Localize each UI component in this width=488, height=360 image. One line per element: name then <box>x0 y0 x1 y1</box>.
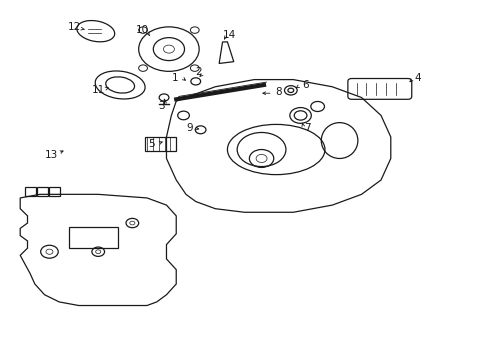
Text: 12: 12 <box>68 22 81 32</box>
Text: 4: 4 <box>413 73 420 83</box>
Text: 11: 11 <box>91 85 104 95</box>
Bar <box>25 187 36 196</box>
Text: 14: 14 <box>223 30 236 40</box>
Text: 2: 2 <box>194 67 201 77</box>
Bar <box>69 226 118 248</box>
Text: 6: 6 <box>302 80 308 90</box>
Bar <box>37 187 48 196</box>
Bar <box>144 137 176 150</box>
Text: 3: 3 <box>158 102 164 112</box>
Text: 8: 8 <box>275 87 282 97</box>
Text: 13: 13 <box>45 150 59 160</box>
Text: 10: 10 <box>135 25 148 35</box>
Bar <box>49 187 60 196</box>
Text: 1: 1 <box>172 73 178 83</box>
Text: 5: 5 <box>148 139 155 149</box>
Text: 9: 9 <box>186 123 193 133</box>
Text: 7: 7 <box>304 123 310 133</box>
